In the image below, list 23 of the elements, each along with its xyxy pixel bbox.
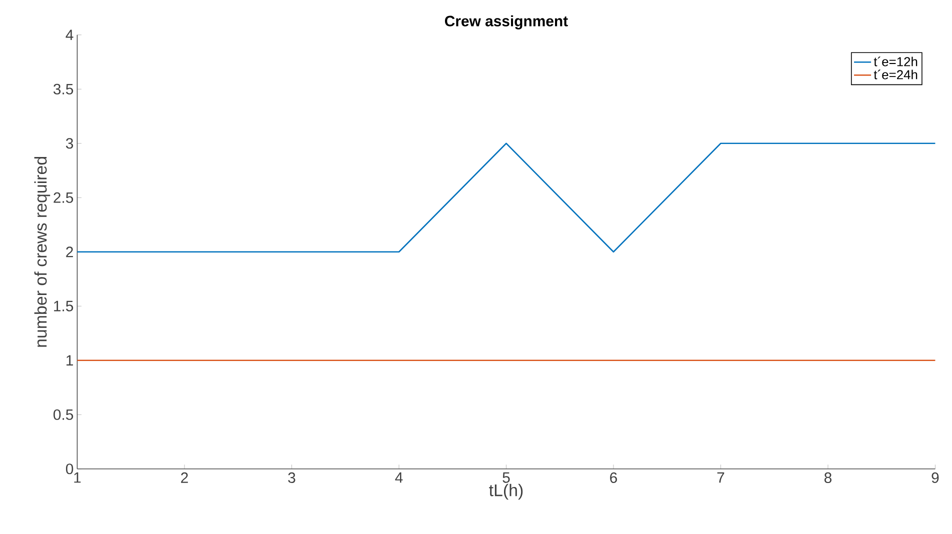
y-tick-label: 1 (66, 355, 73, 366)
x-tick-label: 5 (502, 472, 510, 483)
y-tick-label: 0 (66, 464, 74, 474)
y-tick-label: 3 (66, 138, 74, 149)
x-tick-label: 7 (717, 472, 724, 483)
x-axis-title: tL(h) (489, 484, 523, 500)
legend-label: t´e=24h (874, 70, 918, 80)
y-axis-title: number of crews required (34, 157, 50, 347)
x-tick-label: 1 (74, 472, 81, 483)
x-tick-label: 3 (288, 472, 296, 483)
y-tick-label: 4 (66, 30, 74, 40)
x-tick-label: 2 (181, 472, 188, 483)
y-tick-label: 1.5 (54, 300, 74, 312)
x-tick-label: 8 (824, 472, 832, 483)
x-tick-label: 9 (932, 472, 939, 483)
legend-label: t´e=12h (874, 56, 918, 66)
chart-title: Crew assignment (444, 15, 568, 30)
x-tick-label: 4 (395, 472, 403, 483)
x-tick-label: 6 (610, 472, 617, 483)
y-tick-label: 0.5 (54, 409, 74, 420)
y-tick-label: 3.5 (54, 84, 74, 94)
y-tick-label: 2.5 (54, 192, 74, 203)
y-tick-label: 2 (66, 246, 73, 258)
